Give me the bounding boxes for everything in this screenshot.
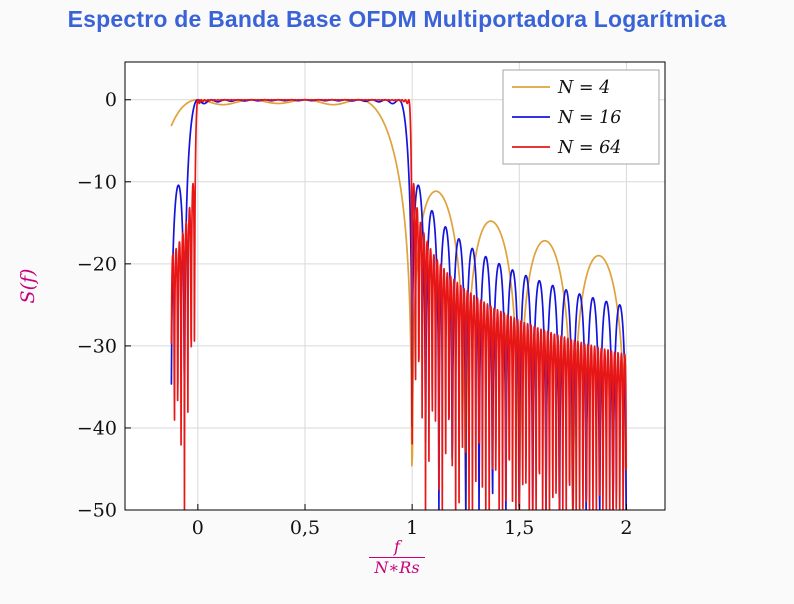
y-tick-label: −10 — [77, 171, 117, 193]
x-axis-label: f N∗Rs — [347, 537, 447, 578]
series-line-64 — [170, 98, 628, 510]
x-tick-label: 0,5 — [290, 517, 320, 539]
x-tick-label: 2 — [620, 517, 632, 539]
plot-border — [124, 61, 666, 511]
y-axis-label: S(f) — [17, 269, 39, 304]
chart-title: Espectro de Banda Base OFDM Multiportado… — [67, 6, 727, 32]
legend-label: N = 64 — [557, 138, 621, 158]
axis-tick-labels: 0 0,5 1 1,5 2 0 −10 −20 −30 −40 −50 — [77, 89, 633, 539]
plot-frame — [124, 61, 666, 511]
x-axis-label-fraction: f N∗Rs — [369, 537, 425, 578]
x-tick-label: 0 — [192, 517, 204, 539]
y-tick-label: −20 — [77, 253, 117, 275]
x-tick-label: 1 — [406, 517, 418, 539]
legend-label: N = 4 — [557, 78, 610, 98]
axis-ticks — [125, 99, 627, 511]
y-tick-label: −50 — [77, 500, 117, 522]
x-axis-label-denominator: N∗Rs — [369, 557, 425, 577]
series-lines — [170, 98, 628, 510]
legend: N = 4 N = 16 N = 64 — [502, 69, 660, 165]
y-tick-label: −30 — [77, 335, 117, 357]
x-axis-label-numerator: f — [394, 537, 400, 556]
y-tick-label: 0 — [105, 89, 117, 111]
legend-label: N = 16 — [557, 108, 621, 128]
y-tick-label: −40 — [77, 417, 117, 439]
x-tick-label: 1,5 — [504, 517, 534, 539]
